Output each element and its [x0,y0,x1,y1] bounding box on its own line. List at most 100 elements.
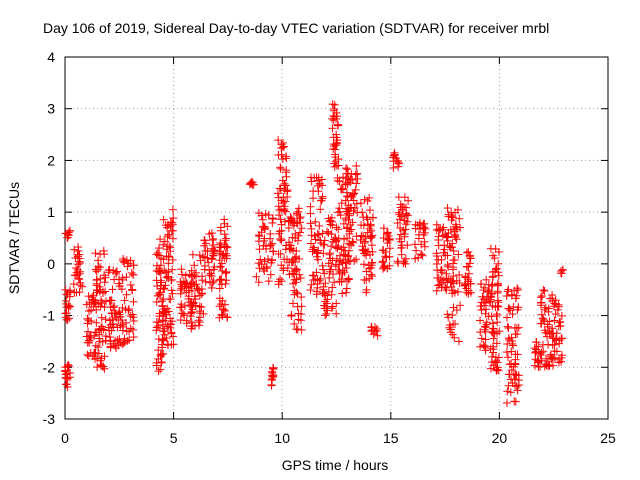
data-point [161,281,170,290]
data-point [125,336,134,345]
data-point [163,272,172,281]
data-point [345,227,354,236]
data-point [342,188,351,197]
data-point [216,226,225,235]
data-point [289,246,298,255]
data-point [395,234,404,243]
data-point [122,290,131,299]
data-point [83,350,92,359]
data-point [203,254,212,263]
data-point [333,176,342,185]
data-point [218,266,227,275]
data-point [296,274,305,283]
data-point [339,219,348,228]
data-point [274,250,283,259]
data-point [269,364,278,373]
data-point [433,266,442,275]
data-point [167,276,176,285]
data-point [306,209,315,218]
data-point [421,224,430,233]
data-point [274,229,283,238]
data-point [72,288,81,297]
data-point [443,204,452,213]
data-point [321,297,330,306]
data-point [216,239,225,248]
data-point [292,325,301,334]
data-point [315,179,324,188]
data-point [548,324,557,333]
data-point [184,294,193,303]
data-point [157,297,166,306]
data-point [69,280,78,289]
data-point [328,114,337,123]
data-point [476,316,485,325]
x-tick-label: 20 [492,430,508,446]
data-point [163,232,172,241]
data-point [531,355,540,364]
data-point [432,252,441,261]
data-point [217,300,226,309]
data-point [64,301,73,310]
data-point [154,367,163,376]
data-point [356,236,365,245]
data-point [477,334,486,343]
data-point [274,136,283,145]
data-point [321,279,330,288]
data-point [432,220,441,229]
data-point [365,206,374,215]
data-point [276,184,285,193]
data-point [72,263,81,272]
data-point [129,297,138,306]
data-point [154,346,163,355]
data-point [487,327,496,336]
data-point [493,318,502,327]
data-point [334,265,343,274]
data-point [412,246,421,255]
data-point [152,361,161,370]
data-point [120,296,129,305]
data-point [319,265,328,274]
data-point [342,207,351,216]
data-point [167,286,176,295]
data-point [367,322,376,331]
data-point [334,121,343,130]
data-point [492,312,501,321]
data-point [383,228,392,237]
data-point [446,328,455,337]
data-point [116,338,125,347]
data-point [168,265,177,274]
data-point [328,256,337,265]
data-point [488,342,497,351]
data-point [119,322,128,331]
data-point [124,306,133,315]
data-point [511,370,520,379]
data-point [128,286,137,295]
data-point [434,255,443,264]
data-point [449,213,458,222]
data-point [162,334,171,343]
data-point [539,285,548,294]
data-point [444,313,453,322]
data-point [418,251,427,260]
data-point [362,251,371,260]
data-point [338,289,347,298]
data-point [97,313,106,322]
data-point [277,220,286,229]
data-point [410,240,419,249]
data-point [92,318,101,327]
data-point [97,360,106,369]
data-point [119,254,128,263]
data-point [325,273,334,282]
data-point [378,258,387,267]
data-point [487,281,496,290]
data-point [334,225,343,234]
data-point [74,274,83,283]
data-point [129,261,138,270]
data-point [492,264,501,273]
data-point [328,100,337,109]
data-point [281,181,290,190]
data-point [83,338,92,347]
y-tick-label: 4 [47,49,55,65]
data-point [266,229,275,238]
data-point [368,247,377,256]
